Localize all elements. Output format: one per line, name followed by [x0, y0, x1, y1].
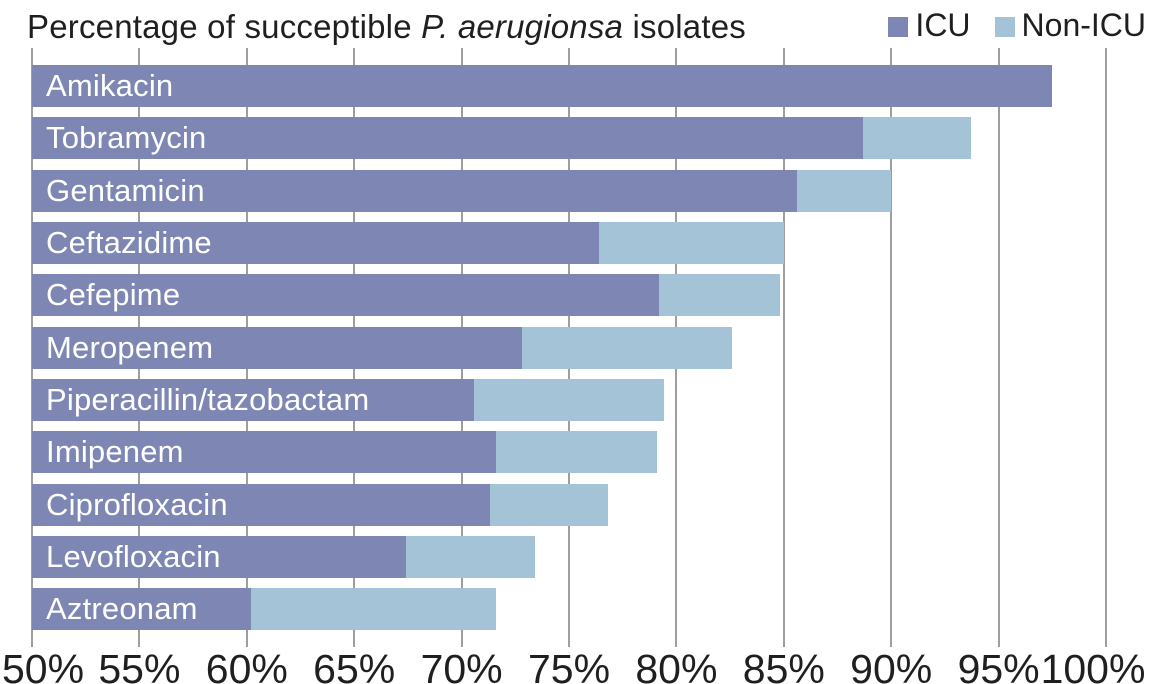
- bar-category-label: Meropenem: [46, 329, 214, 365]
- title-prefix: Percentage of succeptible: [27, 8, 422, 45]
- bar-category-label: Amikacin: [46, 68, 174, 103]
- bar-icu: [32, 378, 475, 421]
- x-tick-label: 80%: [635, 646, 718, 684]
- non-icu-swatch: [994, 16, 1015, 37]
- gridline: [890, 48, 893, 647]
- x-tick-label: 75%: [527, 646, 611, 684]
- icu-swatch: [888, 16, 909, 37]
- bar-icu: [32, 535, 406, 578]
- x-tick-label: 90%: [850, 646, 933, 684]
- title-suffix: isolates: [623, 8, 746, 45]
- gridline: [782, 48, 785, 647]
- x-tick-label: 70%: [420, 646, 503, 684]
- gridline: [997, 48, 1000, 647]
- x-tick-label: 100%: [1040, 646, 1146, 684]
- bar-icu: [32, 326, 522, 369]
- bar-icu: [32, 588, 252, 631]
- bar-category-label: Piperacillin/tazobactam: [46, 381, 370, 417]
- bar-category-label: Tobramycin: [46, 120, 207, 156]
- bar-icu: [32, 169, 797, 212]
- x-tick-label: 65%: [313, 646, 396, 684]
- bar-icu: [32, 483, 490, 526]
- bar-category-label: Cefepime: [46, 277, 181, 313]
- x-tick-label: 55%: [98, 646, 181, 684]
- bar-icu: [32, 274, 660, 317]
- bar-category-label: Ciprofloxacin: [46, 486, 228, 522]
- x-tick-label: 95%: [957, 646, 1040, 684]
- x-tick-label: 50%: [1, 646, 85, 684]
- bar-icu: [32, 117, 864, 160]
- legend-item-icu: ICU: [888, 7, 971, 44]
- legend-label-icu: ICU: [915, 7, 971, 43]
- legend: ICU Non-ICU: [888, 7, 1146, 44]
- bar-category-label: Imipenem: [46, 434, 184, 470]
- x-tick-label: 60%: [205, 646, 288, 684]
- bar-category-label: Aztreonam: [46, 591, 198, 627]
- x-tick-label: 85%: [742, 646, 825, 684]
- legend-item-non-icu: Non-ICU: [994, 7, 1146, 44]
- legend-label-non-icu: Non-ICU: [1021, 7, 1146, 43]
- gridline: [1105, 48, 1107, 647]
- bar-icu: [32, 221, 600, 264]
- bar-category-label: Ceftazidime: [46, 224, 212, 260]
- bar-icu: [32, 431, 496, 474]
- bar-category-label: Levofloxacin: [46, 538, 221, 574]
- bar-icu: [32, 65, 1053, 107]
- chart-title: Percentage of succeptible P. aerugionsa …: [27, 8, 746, 46]
- title-species-italic: P. aerugionsa: [421, 8, 624, 45]
- bar-category-label: Gentamicin: [46, 172, 205, 208]
